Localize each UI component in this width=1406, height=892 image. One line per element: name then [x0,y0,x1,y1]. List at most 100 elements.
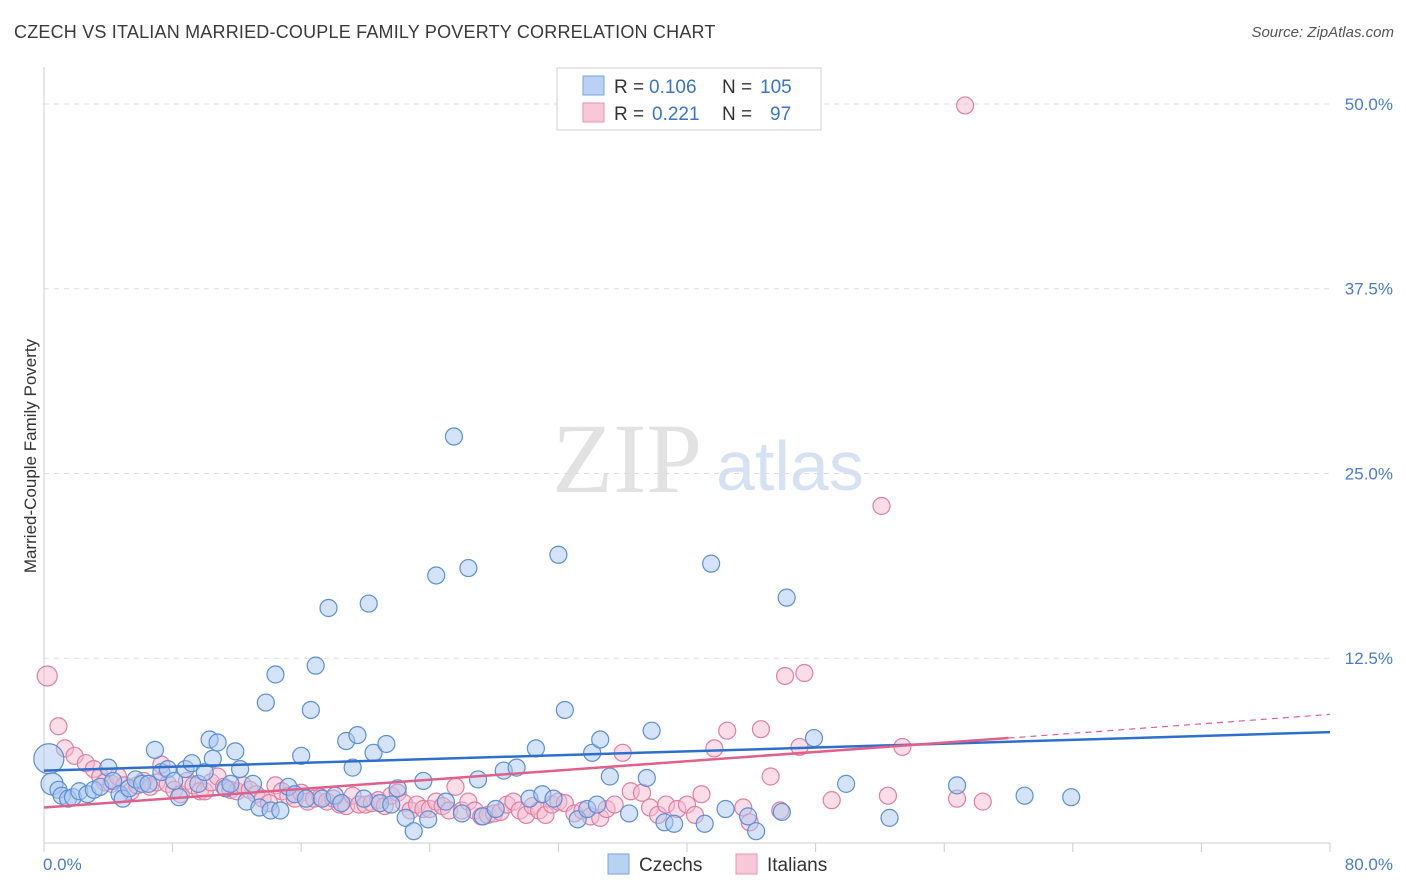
tick-labels: 12.5% 25.0% 37.5% 50.0% 0.0% 80.0% [43,95,1393,874]
czech-point [642,721,661,740]
czech-point [292,746,311,765]
bottom-legend-czechs: Czechs [639,855,702,876]
czech-point [354,789,373,808]
legend-czech-swatch [582,75,605,96]
czech-point [486,799,505,819]
italian-point [718,721,737,740]
czech-point [702,554,721,573]
legend-italian-n-value: 97 [770,104,791,125]
czech-point [419,810,438,829]
czech-point [436,792,455,811]
czech-point [738,807,758,826]
czech-point [332,793,351,813]
czech-point [772,802,791,822]
legend-italian-r-value: 0.221 [652,104,700,125]
czech-point [348,725,367,745]
czech-point [296,789,316,808]
czech-point [226,742,245,761]
czech-point [665,814,684,833]
italian-point [605,795,624,814]
czech-point [695,814,714,833]
czech-point [388,779,407,798]
y-tick-label-3: 50.0% [1345,95,1393,114]
czech-point [444,427,464,446]
czech-point [256,693,275,712]
czech-point [468,770,488,789]
czech-point [427,566,446,585]
italian-point [751,720,771,739]
czech-point [377,734,396,754]
czech-point [139,774,158,793]
czech-point [880,808,899,827]
czech-point [301,700,320,720]
czech-point [747,822,766,841]
y-tick-label-1: 25.0% [1345,464,1393,483]
bottom-legend: Czechs Italians [607,853,827,876]
legend-czech-r-value: 0.106 [649,77,697,98]
czech-point [804,728,824,748]
czech-point [1062,788,1081,807]
czech-point [947,776,967,795]
czech-point [382,795,401,814]
czech-point [716,799,735,819]
italian-point [878,786,898,805]
czech-point [306,656,325,675]
czech-point [777,588,796,607]
czech-point [203,749,222,768]
czech-point [620,804,639,823]
italian-point [955,96,975,115]
czech-point [555,700,574,720]
bottom-legend-italian-swatch [735,853,758,875]
czech-point [591,730,610,749]
czech-point [231,759,250,779]
x-tick-label-0: 0.0% [43,855,82,874]
czech-point [359,594,378,613]
italian-point [692,785,711,804]
trend-lines [43,713,1331,809]
italian-trend-extension [1008,713,1331,739]
watermark-zip: ZIP [552,403,702,514]
czech-point [208,733,227,752]
czech-point [145,740,165,759]
czech-point [404,822,423,841]
czech-trend-line [43,730,1331,772]
source-credit: Source: ZipAtlas.com [1251,24,1394,41]
czech-point [396,808,415,827]
x-tick-label-1: 80.0% [1345,855,1393,874]
chart-title: CZECH VS ITALIAN MARRIED-COUPLE FAMILY P… [14,22,716,42]
italian-point [795,663,814,683]
gridlines [44,103,1330,659]
czech-point [243,774,263,793]
legend-czech-r-label: R = [614,77,644,98]
czech-point [266,665,285,684]
czech-point [544,789,563,808]
y-axis-label: Married-Couple Family Poverty [21,338,40,573]
czech-point [549,545,568,564]
legend-italian-swatch [582,102,605,123]
czech-point [165,771,184,791]
italian-trend-line [43,736,1009,809]
legend-italian-r-label: R = [614,104,644,125]
italian-point [49,717,68,736]
top-legend: R = 0.106 N = 105 R = 0.221 N = 97 [556,67,822,131]
y-tick-label-0: 12.5% [1345,649,1393,668]
czech-point [526,739,545,758]
axes [43,67,1331,852]
bottom-legend-czech-swatch [607,853,630,875]
italian-point [822,791,841,810]
italian-point [36,665,58,687]
legend-italian-n-label: N = [722,104,752,125]
italian-point [872,496,891,516]
czech-point [637,768,656,788]
watermark-atlas: atlas [716,427,864,505]
czech-point [587,795,607,814]
czech-point [195,762,214,782]
czech-point [221,774,240,793]
czech-point [271,801,290,820]
legend-czech-n-value: 105 [760,77,792,98]
czech-point [459,558,478,578]
bottom-legend-italians: Italians [767,855,827,876]
czech-point [600,767,619,786]
legend-czech-n-label: N = [722,77,752,98]
